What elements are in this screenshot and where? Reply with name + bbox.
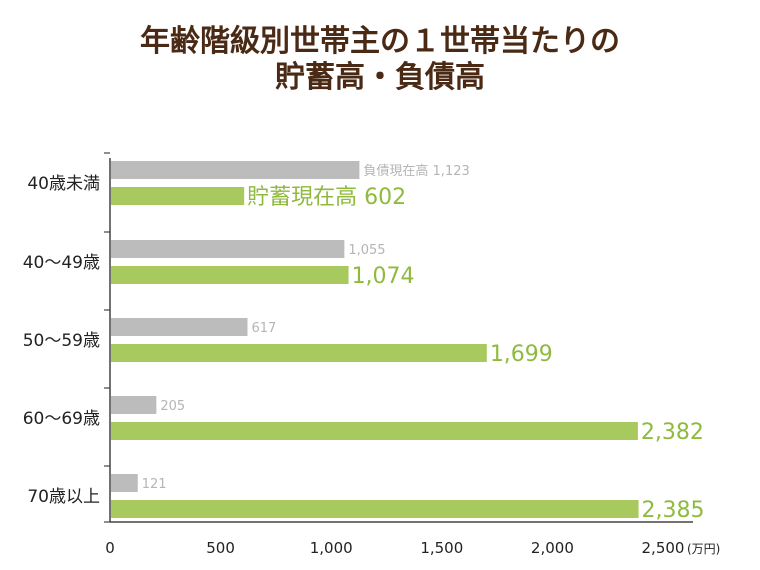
debt-value-label: 1,055	[348, 243, 385, 258]
savings-value-label: 2,385	[642, 498, 705, 523]
savings-bar	[111, 266, 349, 284]
chart-title-line2: 貯蓄高・負債高	[275, 60, 485, 95]
savings-value-label: 貯蓄現在高 602	[247, 185, 406, 210]
savings-bar	[111, 422, 638, 440]
debt-value-label: 617	[251, 321, 276, 336]
category-label: 40～49歳	[23, 253, 100, 273]
savings-bar	[111, 187, 245, 205]
debt-bar	[111, 396, 157, 414]
x-axis-unit-label: (万円)	[687, 542, 720, 556]
debt-bar	[111, 474, 138, 492]
chart-title-line1: 年齢階級別世帯主の１世帯当たりの	[140, 24, 620, 59]
savings-bar	[111, 500, 639, 518]
debt-value-label: 負債現在高 1,123	[363, 163, 469, 179]
x-tick-label: 500	[206, 539, 235, 557]
category-label: 40歳未満	[27, 174, 100, 194]
x-tick-label: 1,000	[310, 539, 353, 557]
debt-value-label: 205	[160, 399, 185, 414]
debt-bar	[111, 318, 248, 336]
savings-bar	[111, 344, 487, 362]
savings-value-label: 1,699	[490, 342, 553, 367]
category-label: 70歳以上	[27, 487, 100, 507]
savings-value-label: 2,382	[641, 420, 704, 445]
savings-value-label: 1,074	[352, 264, 415, 289]
x-tick-label: 2,500	[642, 539, 685, 557]
category-label: 50～59歳	[23, 331, 100, 351]
debt-bar	[111, 240, 345, 258]
debt-bar	[111, 161, 360, 179]
x-tick-label: 1,500	[420, 539, 463, 557]
x-tick-label: 0	[105, 539, 115, 557]
category-label: 60～69歳	[23, 409, 100, 429]
debt-value-label: 121	[142, 477, 167, 492]
x-tick-label: 2,000	[531, 539, 574, 557]
